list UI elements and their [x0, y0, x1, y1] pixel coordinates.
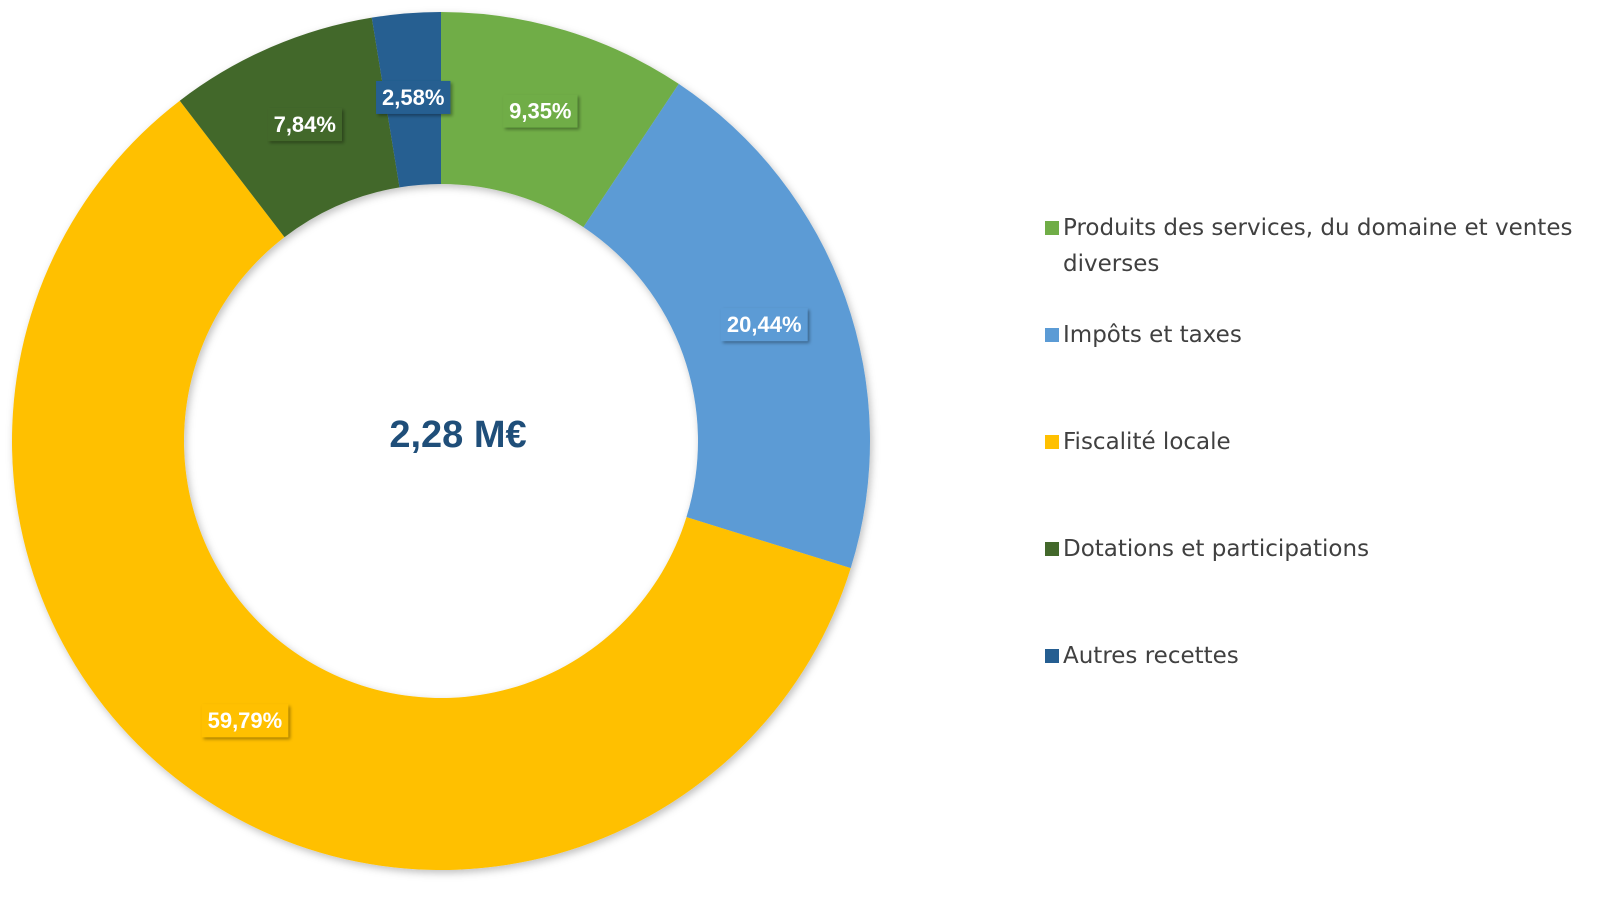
legend-label: Dotations et participations [1063, 536, 1370, 562]
legend-swatch [1045, 328, 1059, 342]
value-label: 7,84% [274, 112, 336, 137]
legend-swatch [1045, 435, 1059, 449]
value-label-box [376, 80, 451, 114]
value-label-box [720, 308, 808, 342]
legend: Produits des services, du domaine et ven… [1045, 210, 1605, 745]
slice [11, 100, 851, 871]
value-label-box [201, 704, 289, 738]
legend-label: Impôts et taxes [1063, 322, 1242, 348]
legend-swatch [1045, 542, 1059, 556]
legend-item: Impôts et taxes [1045, 317, 1583, 424]
value-labels: 9,35% 20,44% 59,79% 7,84% 2,58% [201, 80, 808, 738]
legend-item: Produits des services, du domaine et ven… [1045, 210, 1583, 317]
center-label: 2,28 M€ [389, 414, 526, 456]
legend-item: Fiscalité locale [1045, 424, 1583, 531]
legend-item: Dotations et participations [1045, 531, 1583, 638]
value-label-box [267, 108, 342, 142]
legend-label: Fiscalité locale [1063, 429, 1231, 455]
legend-label: Autres recettes [1063, 643, 1239, 669]
legend-swatch [1045, 221, 1059, 235]
legend-label: Produits des services, du domaine et ven… [1063, 215, 1573, 277]
value-label-box [503, 94, 578, 128]
value-label: 2,58% [382, 85, 444, 110]
value-label: 20,44% [727, 312, 802, 337]
value-label: 9,35% [509, 99, 571, 124]
legend-item: Autres recettes [1045, 638, 1583, 745]
legend-swatch [1045, 649, 1059, 663]
value-label: 59,79% [208, 708, 283, 733]
